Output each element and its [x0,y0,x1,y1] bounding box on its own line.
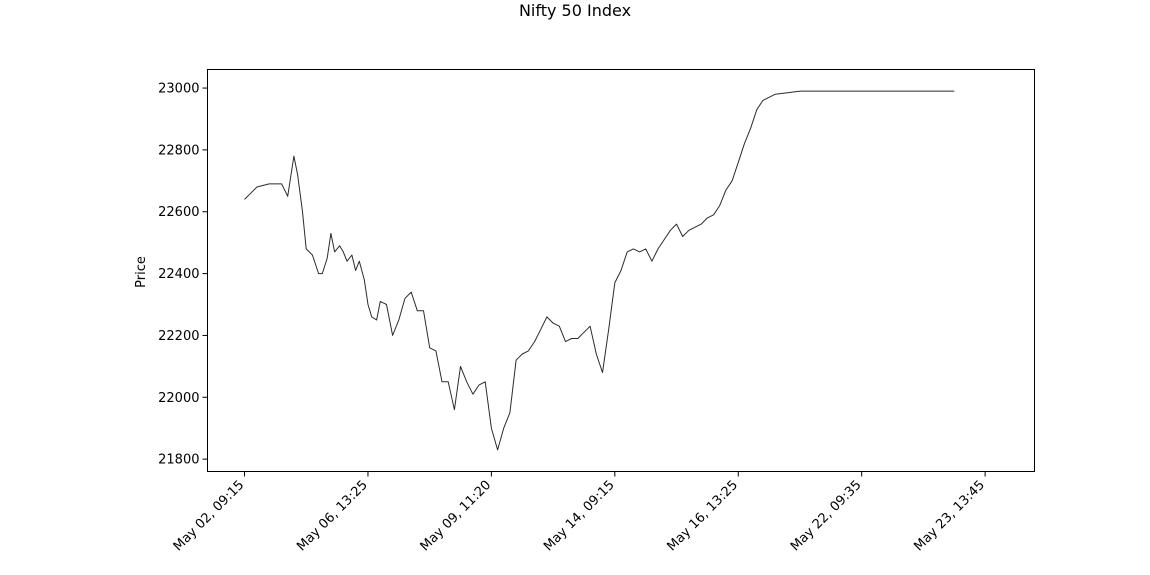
x-tick-label-0: May 02, 09:15 [171,478,248,555]
x-tick-label-5: May 22, 09:35 [788,478,865,555]
x-tick-label-6: May 23, 13:45 [911,478,988,555]
price-line-segment-0 [244,90,955,451]
x-axis: May 02, 09:15 May 06, 13:25 May 09, 11:20 M… [171,471,988,555]
y-tick-label-22600: 22600 [158,205,199,220]
y-tick-label-23000: 23000 [158,82,199,97]
x-tick-label-4: May 16, 13:25 [665,478,742,555]
x-tick-label-2: May 09, 11:20 [418,478,495,555]
y-tick-label-22000: 22000 [158,391,199,406]
y-axis-label: Price [134,256,149,288]
x-tick-label-3: May 14, 09:15 [541,478,618,555]
y-tick-label-22400: 22400 [158,267,199,282]
series-layer [244,90,955,451]
y-axis: 21800 22000 22200 22400 22600 22800 23000 [158,82,208,468]
x-tick-label-1: May 06, 13:25 [294,478,371,555]
y-tick-label-21800: 21800 [158,453,199,468]
chart-title: Nifty 50 Index [519,1,631,20]
y-tick-label-22800: 22800 [158,143,199,158]
y-tick-label-22200: 22200 [158,329,199,344]
